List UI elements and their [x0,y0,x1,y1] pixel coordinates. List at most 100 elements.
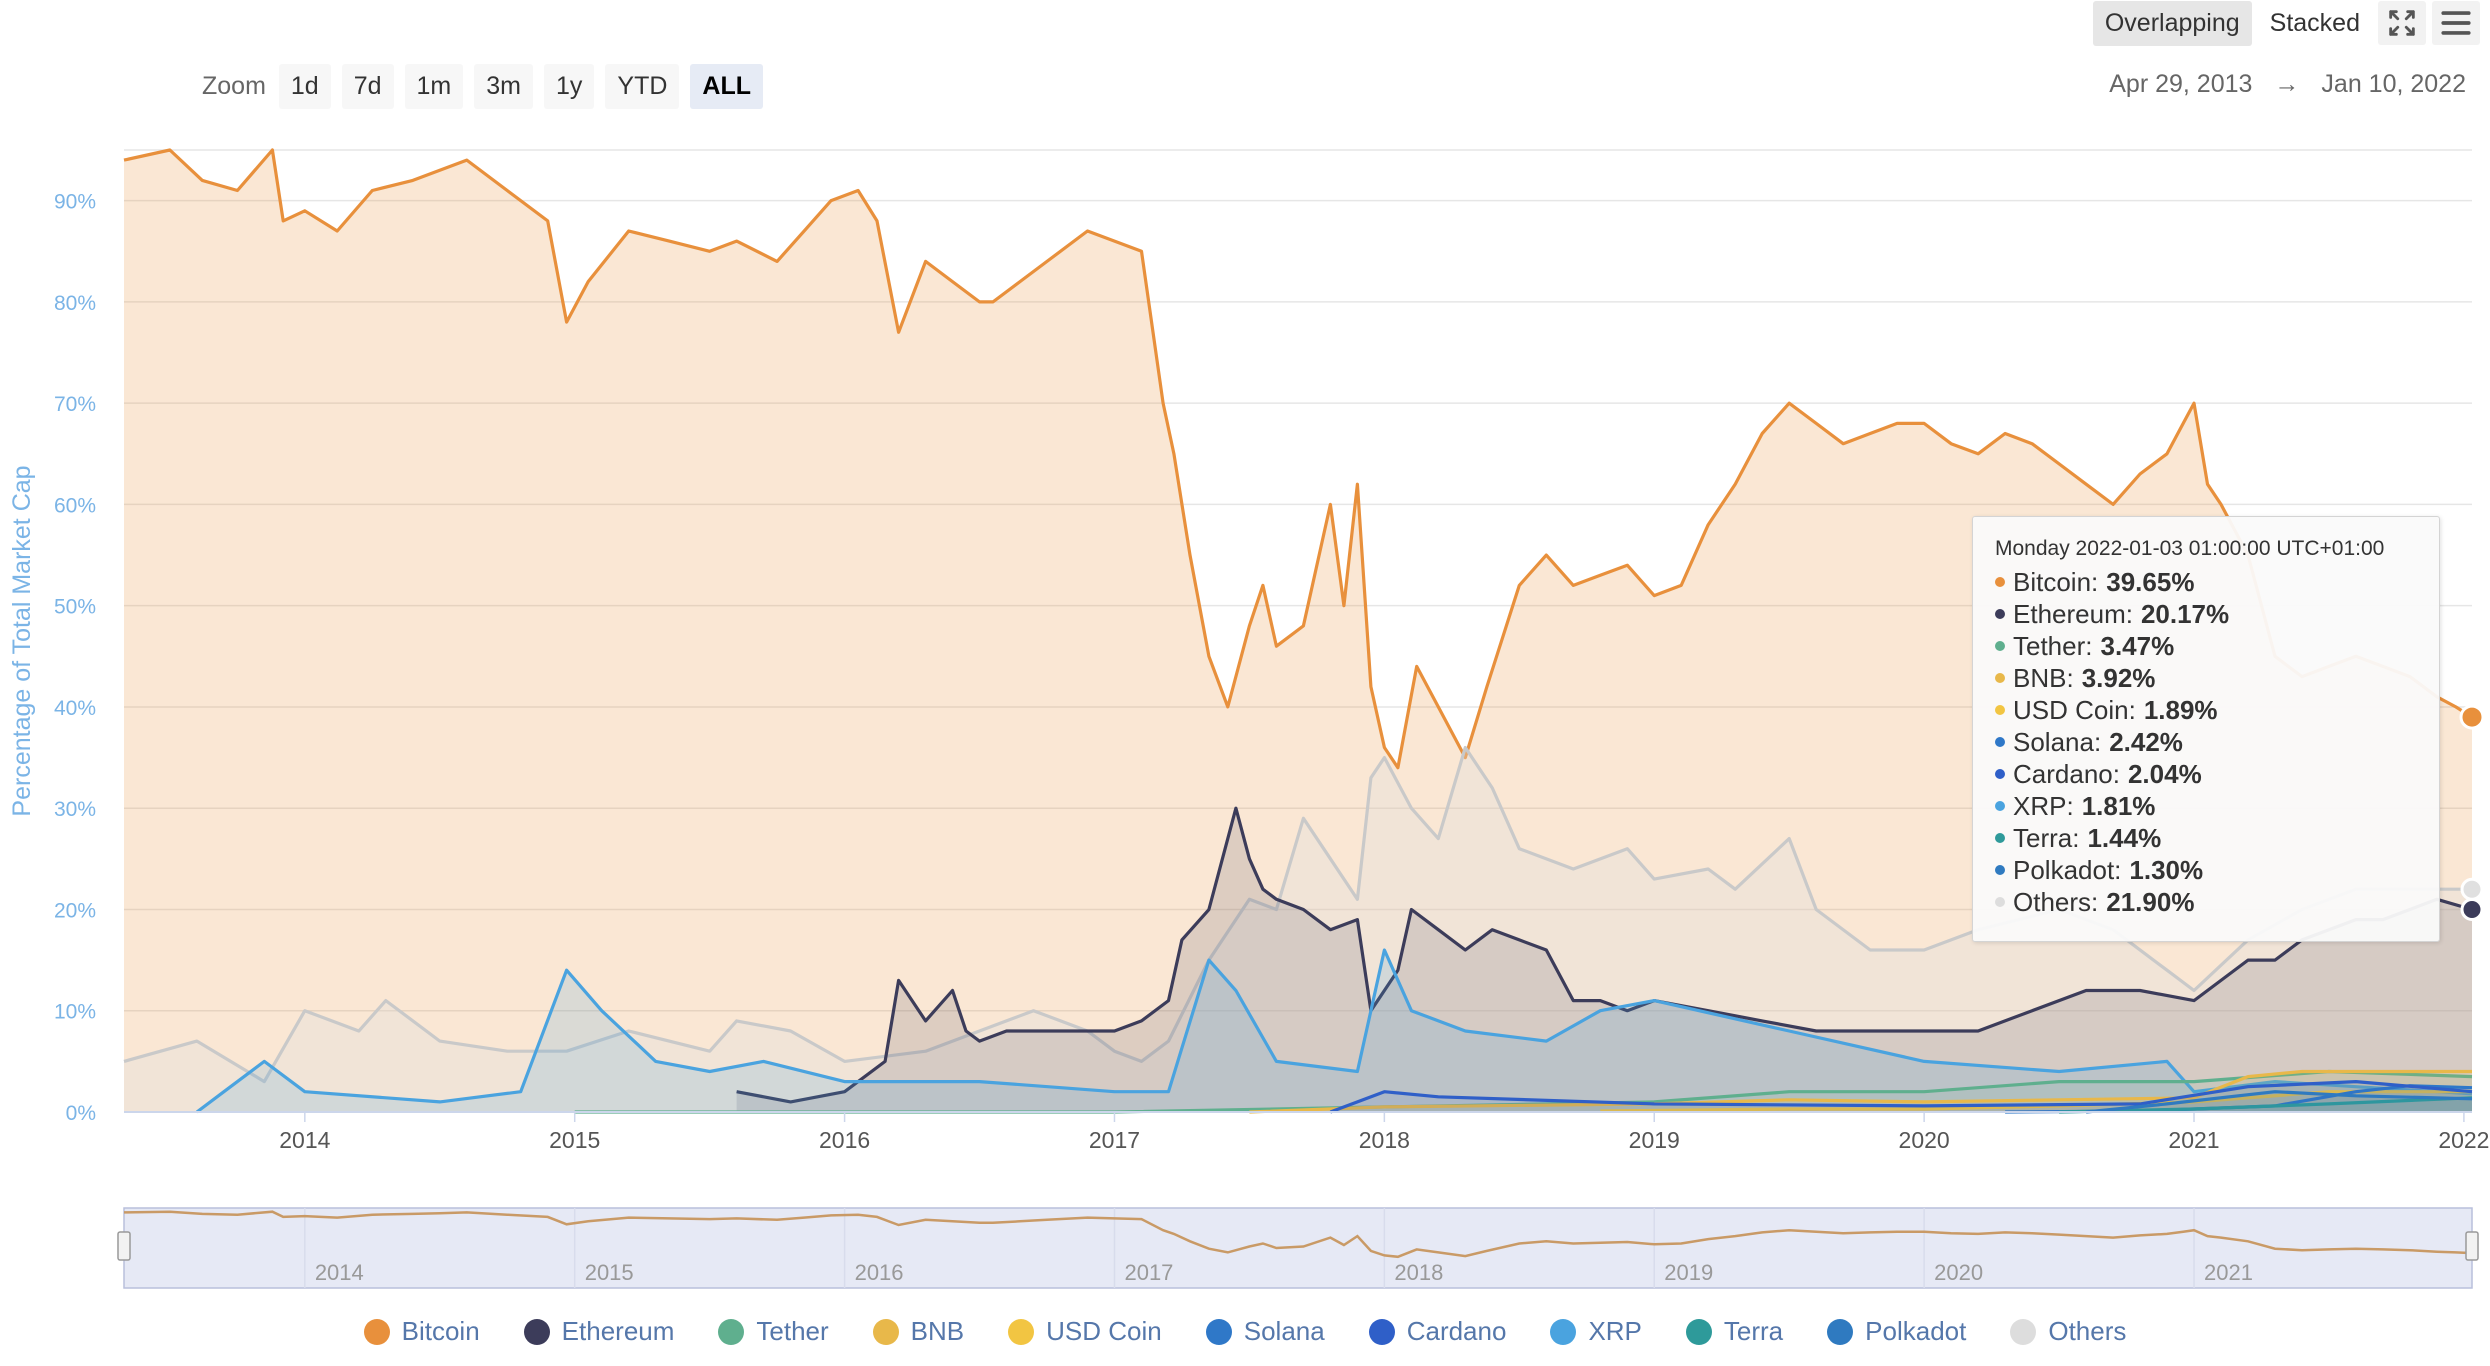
tooltip-row: BNB: 3.92% [1995,662,2439,694]
navigator-tick-label: 2015 [585,1260,634,1285]
tooltip-series-name: Cardano: [2013,758,2120,789]
x-tick-label: 2016 [819,1127,870,1153]
legend-item-xrp[interactable]: XRP [1550,1316,1642,1347]
tooltip-series-name: XRP: [2013,790,2074,821]
legend-item-usd-coin[interactable]: USD Coin [1008,1316,1162,1347]
navigator-tick-label: 2016 [855,1260,904,1285]
series-area-xrp [196,950,2473,1112]
zoom-7d-button[interactable]: 7d [341,64,394,109]
tooltip-dot-icon [1995,577,2005,587]
zoom-selector: Zoom 1d 7d 1m 3m 1y YTD ALL [202,64,764,109]
range-to-input[interactable]: Jan 10, 2022 [2321,70,2466,98]
zoom-ytd-button[interactable]: YTD [605,64,680,109]
fullscreen-icon[interactable] [2378,1,2426,45]
x-tick-label: 2019 [1629,1127,1680,1153]
hamburger-menu-icon[interactable] [2432,1,2480,45]
legend-item-others[interactable]: Others [2010,1316,2126,1347]
legend-item-terra[interactable]: Terra [1685,1316,1784,1347]
y-tick-label: 10% [54,1001,96,1024]
tooltip-series-value: 21.90% [2106,886,2195,917]
series-layer [123,148,2485,1114]
legend-item-solana[interactable]: Solana [1205,1316,1325,1347]
tooltip-dot-icon [1995,673,2005,683]
tooltip-series-name: Solana: [2013,726,2102,757]
legend-dot-icon [1368,1318,1395,1345]
legend-item-tether[interactable]: Tether [718,1316,829,1347]
tooltip-series-name: Others: [2013,886,2099,917]
legend-dot-icon [1550,1318,1577,1345]
legend-item-bitcoin[interactable]: Bitcoin [363,1316,480,1347]
legend-item-bnb[interactable]: BNB [872,1316,964,1347]
legend-label: Polkadot [1865,1316,1967,1346]
tooltip-date: Monday 2022-01-03 01:00:00 UTC+01:00 [1995,537,2385,560]
tooltip-row: Tether: 3.47% [1995,630,2439,662]
tooltip-row: Polkadot: 1.30% [1995,854,2439,886]
zoom-1m-button[interactable]: 1m [404,64,464,109]
range-arrow: → [2274,70,2300,98]
tooltip-dot-icon [1995,737,2005,747]
legend-dot-icon [1008,1318,1035,1345]
legend: Bitcoin Ethereum Tether BNB USD Coin Solana Ca… [0,1316,2490,1347]
legend-label: XRP [1588,1316,1642,1346]
legend-item-ethereum[interactable]: Ethereum [523,1316,675,1347]
series-line-bnb [1249,1069,2472,1114]
tooltip-series-name: Terra: [2013,822,2080,853]
x-tick-label: 2018 [1359,1127,1410,1153]
legend-label: Solana [1243,1316,1325,1346]
x-tick-label: 2015 [549,1127,600,1153]
legend-dot-icon [2010,1318,2037,1345]
legend-label: USD Coin [1046,1316,1162,1346]
tooltip-series-value: 1.44% [2087,822,2162,853]
range-from-input[interactable]: Apr 29, 2013 [2109,70,2253,98]
tooltip-series-value: 20.17% [2140,598,2230,629]
zoom-3m-button[interactable]: 3m [474,64,533,109]
legend-label: Others [2048,1316,2127,1346]
tooltip-dot-icon [1995,865,2005,875]
market-cap-chart[interactable]: 0% 10% 20% 30% 40% 50% 60% 70% 80% 90% Percentage … [0,0,2490,1310]
legend-item-cardano[interactable]: Cardano [1368,1316,1506,1347]
tooltip-series-value: 3.47% [2100,630,2175,661]
legend-item-polkadot[interactable]: Polkadot [1827,1316,1966,1347]
navigator-tick-label: 2014 [315,1260,364,1285]
stacked-button[interactable]: Stacked [2257,0,2372,46]
tooltip-rows: Bitcoin: 39.65% Ethereum: 20.17% Tether: 3.47… [1995,566,2439,918]
navigator-tick-label: 2020 [1934,1260,1983,1285]
legend-dot-icon [718,1318,745,1345]
tooltip-row: Others: 21.90% [1995,886,2439,918]
series-line-cardano [1329,1080,2473,1114]
legend-label: Terra [1723,1316,1784,1346]
navigator-tick-label: 2018 [1394,1260,1443,1285]
zoom-1d-button[interactable]: 1d [278,64,331,109]
navigator-left-handle [117,1231,131,1261]
legend-dot-icon [1827,1318,1854,1345]
x-tick-label: 2021 [2168,1127,2219,1153]
series-area-terra [2059,1097,2472,1112]
tooltip-dot-icon [1995,833,2005,843]
navigator-tick-label: 2021 [2204,1260,2253,1285]
tooltip-series-value: 2.42% [2109,726,2183,757]
zoom-all-button[interactable]: ALL [690,64,764,109]
series-area-others [124,747,2472,1112]
tooltip-series-name: USD Coin: [2013,694,2136,725]
series-line-ethereum [736,806,2473,1104]
tooltip-series-name: BNB: [2013,662,2074,693]
tooltip-dot-icon [1995,609,2005,619]
tooltip-dot-icon [1995,769,2005,779]
zoom-1y-button[interactable]: 1y [544,64,595,109]
tooltip: Monday 2022-01-03 01:00:00 UTC+01:00 Bit… [1972,516,2440,942]
overlapping-button[interactable]: Overlapping [2092,0,2252,46]
legend-label: Ethereum [561,1316,675,1346]
y-tick-label: 20% [54,899,96,922]
tooltip-series-value: 39.65% [2106,566,2195,597]
navigator[interactable]: 2014 2015 2016 2017 2018 2019 2020 2021 [117,1207,2479,1289]
tooltip-series-name: Polkadot: [2013,854,2122,885]
tooltip-row: Terra: 1.44% [1995,822,2439,854]
tooltip-series-name: Ethereum: [2013,598,2133,629]
tooltip-dot-icon [1995,801,2005,811]
y-tick-label: 0% [66,1102,96,1125]
legend-dot-icon [872,1318,899,1345]
series-line-bitcoin [123,148,2473,770]
bitcoin-hover-marker [2459,704,2485,730]
tooltip-dot-icon [1995,897,2005,907]
tooltip-dot-icon [1995,641,2005,651]
